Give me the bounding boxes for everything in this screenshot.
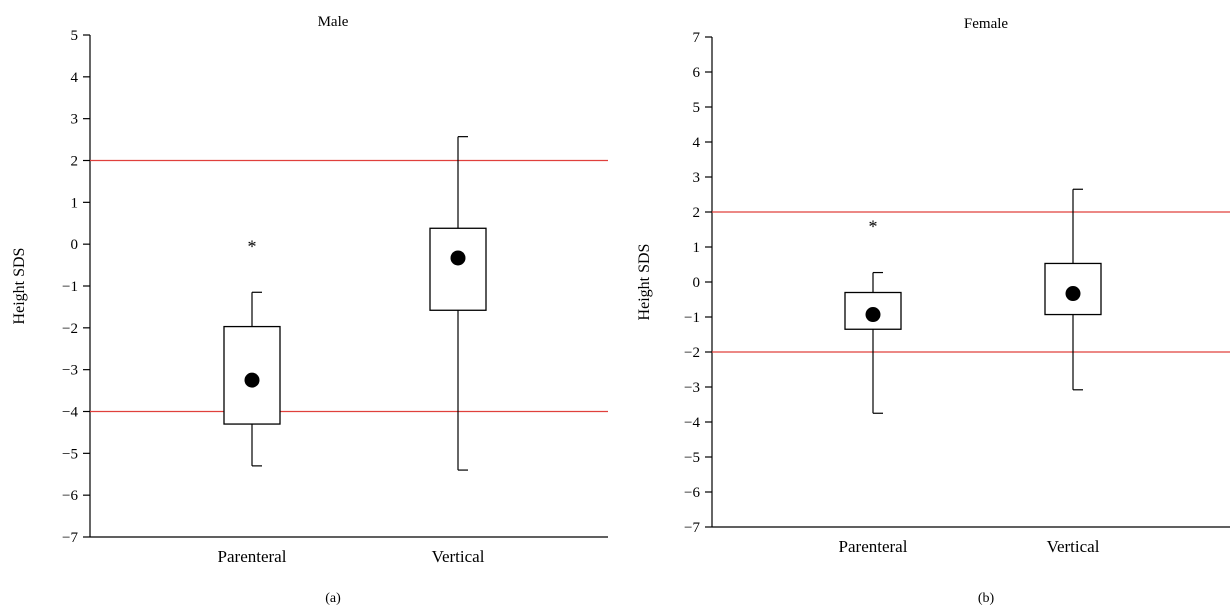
- x-tick-label: Vertical: [432, 547, 485, 566]
- y-tick-label: 3: [693, 170, 701, 186]
- y-tick-label: 3: [71, 112, 79, 128]
- y-tick-label: 6: [693, 65, 701, 81]
- panel-label: (b): [978, 591, 995, 606]
- y-tick-label: 2: [71, 154, 79, 170]
- y-tick-label: 4: [71, 70, 79, 86]
- y-tick-label: −4: [684, 415, 700, 431]
- y-tick-label: −5: [684, 450, 700, 466]
- y-tick-label: 0: [693, 275, 701, 291]
- y-tick-label: −7: [62, 530, 78, 546]
- y-tick-label: 7: [693, 30, 701, 46]
- y-tick-label: −6: [62, 488, 78, 504]
- panel-female: Female Height SDS −7 −6 −5 −4 −3 −2 −1 0 1 2 3 4 5 6 7 * P…: [636, 16, 1230, 606]
- y-tick-label: 2: [693, 205, 701, 221]
- mean-marker: [1065, 286, 1081, 302]
- panel-male: Male Height SDS −7 −6 −5 −4 −3 −2 −1 0 1 2 3 4 5 * Paren…: [11, 14, 608, 606]
- mean-marker: [450, 250, 466, 266]
- y-tick-label: 1: [693, 240, 701, 256]
- y-tick-label: 1: [71, 195, 79, 211]
- mean-marker: [865, 307, 881, 323]
- y-axis-label: Height SDS: [636, 244, 653, 321]
- box-vertical: [1044, 188, 1102, 391]
- y-tick-label: −1: [684, 310, 700, 326]
- box-rect: [1044, 262, 1102, 316]
- significance-marker: *: [248, 236, 257, 256]
- x-tick-label: Parenteral: [218, 547, 287, 566]
- box-parenteral: *: [223, 236, 281, 467]
- panel-label: (a): [325, 591, 341, 606]
- y-tick-label: 4: [693, 135, 701, 151]
- y-tick-label: 0: [71, 237, 79, 253]
- chart-title: Female: [964, 16, 1008, 32]
- y-tick-label: −2: [62, 321, 78, 337]
- y-tick-label: 5: [71, 28, 79, 44]
- y-tick-label: −4: [62, 405, 78, 421]
- box-vertical: [429, 136, 487, 471]
- chart-title: Male: [318, 14, 349, 30]
- y-tick-label: −3: [684, 380, 700, 396]
- box-rect: [429, 227, 487, 311]
- y-tick-label: −2: [684, 345, 700, 361]
- y-tick-label: −6: [684, 485, 700, 501]
- y-axis-label: Height SDS: [11, 248, 28, 325]
- x-tick-label: Vertical: [1047, 537, 1100, 556]
- y-tick-label: −1: [62, 279, 78, 295]
- significance-marker: *: [869, 217, 878, 237]
- x-tick-label: Parenteral: [839, 537, 908, 556]
- y-tick-label: −7: [684, 520, 700, 536]
- y-tick-label: −3: [62, 363, 78, 379]
- y-tick-label: −5: [62, 446, 78, 462]
- mean-marker: [244, 372, 260, 388]
- y-tick-label: 5: [693, 100, 701, 116]
- box-parenteral: *: [844, 217, 902, 414]
